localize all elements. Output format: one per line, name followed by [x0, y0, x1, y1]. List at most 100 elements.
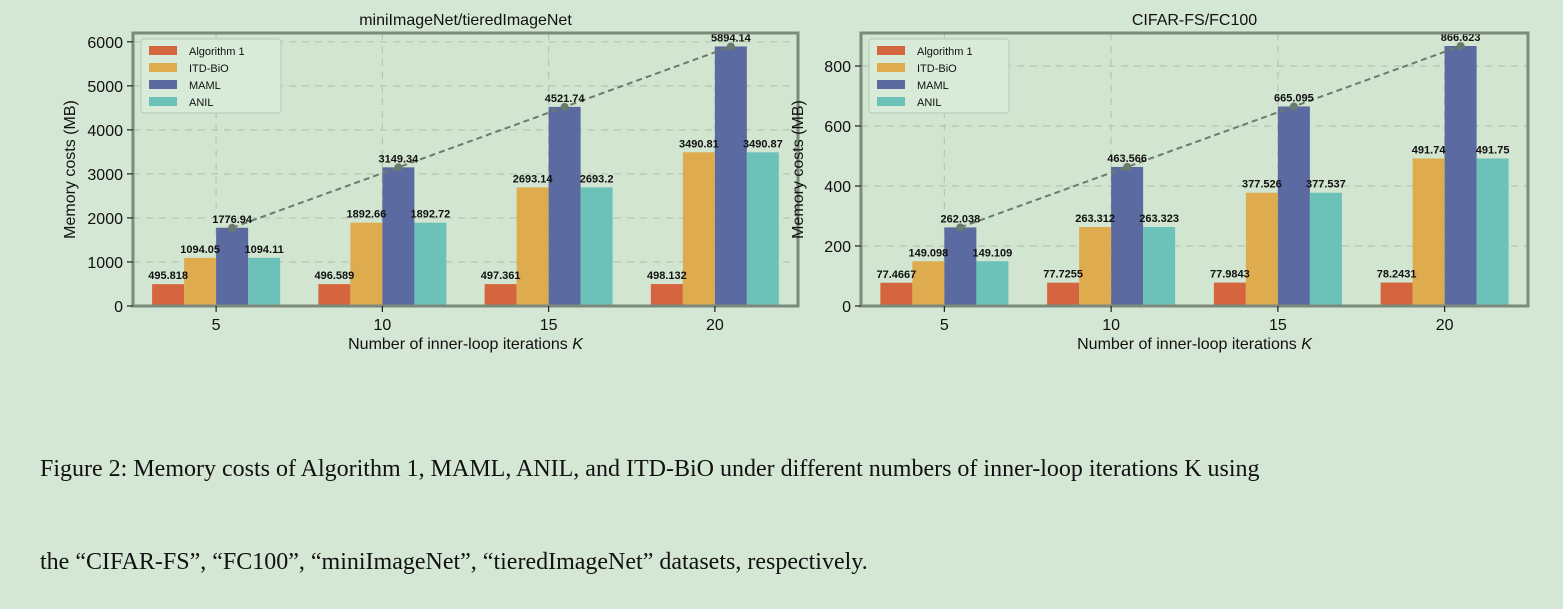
trend-point	[394, 163, 403, 172]
y-tick-label: 4000	[87, 123, 123, 140]
bar-anil	[1309, 192, 1342, 306]
trend-point	[1289, 102, 1298, 111]
legend-swatch-itd-bio	[877, 63, 905, 72]
legend-label-algorithm-1: Algorithm 1	[189, 46, 245, 58]
bar-itd-bio	[184, 257, 217, 306]
legend-label-algorithm-1: Algorithm 1	[917, 46, 973, 58]
data-label: 495.818	[148, 270, 188, 282]
data-label: 77.4667	[876, 269, 916, 281]
bar-itd-bio	[682, 152, 715, 306]
axes-frame	[859, 31, 1530, 308]
bar-maml	[714, 46, 747, 306]
data-label: 263.312	[1075, 213, 1115, 225]
data-label: 77.7255	[1043, 269, 1083, 281]
x-tick-label: 5	[940, 317, 949, 334]
x-axis-label: Number of inner-loop iterations K	[348, 336, 584, 353]
x-tick-label: 10	[1102, 317, 1120, 334]
bar-maml	[1444, 46, 1477, 307]
y-tick-label: 0	[842, 299, 851, 316]
figure-caption: Figure 2: Memory costs of Algorithm 1, M…	[40, 392, 1555, 609]
axes-frame	[131, 31, 800, 308]
bar-algorithm-1	[1047, 282, 1080, 306]
x-tick-label: 5	[212, 317, 221, 334]
legend: Algorithm 1 ITD-BiO MAML ANIL	[868, 38, 1010, 114]
legend-swatch-algorithm-1	[149, 46, 177, 55]
legend: Algorithm 1 ITD-BiO MAML ANIL	[140, 38, 282, 114]
data-label: 263.323	[1139, 213, 1179, 225]
legend-label-anil: ANIL	[189, 97, 213, 109]
trend-point	[726, 42, 735, 51]
caption-line-2: the “CIFAR-FS”, “FC100”, “miniImageNet”,…	[40, 549, 868, 575]
data-label: 3490.81	[679, 138, 719, 150]
data-label: 497.361	[481, 270, 521, 282]
legend-label-maml: MAML	[917, 80, 949, 92]
y-tick-label: 400	[824, 179, 851, 196]
bar-maml	[548, 106, 581, 306]
chart-1: 495.818 496.589 497.361 498.132 1094.05 1892.…	[62, 12, 800, 353]
legend-box	[140, 38, 282, 114]
bar-maml	[1277, 106, 1310, 306]
bar-algorithm-1	[152, 284, 185, 306]
y-tick-label: 3000	[87, 167, 123, 184]
bar-itd-bio	[1079, 227, 1112, 306]
bar-maml	[382, 167, 415, 306]
bar-itd-bio	[516, 187, 549, 306]
trend-point	[956, 223, 965, 232]
data-label: 3490.87	[743, 138, 783, 150]
x-tick-label: 15	[540, 317, 558, 334]
bar-maml	[1111, 166, 1144, 306]
x-tick-label: 20	[1436, 317, 1454, 334]
bar-algorithm-1	[318, 284, 351, 306]
data-label: 377.537	[1306, 179, 1346, 191]
bar-anil	[248, 257, 281, 306]
bar-anil	[580, 187, 613, 306]
trend-line	[231, 45, 732, 229]
bar-maml	[216, 227, 249, 306]
chart-title: CIFAR-FS/FC100	[1132, 12, 1257, 29]
trend-point	[228, 223, 237, 232]
bar-algorithm-1	[880, 282, 913, 306]
bar-itd-bio	[1412, 158, 1445, 306]
legend-swatch-maml	[149, 80, 177, 89]
bar-algorithm-1	[650, 284, 683, 306]
bar-itd-bio	[1245, 192, 1278, 306]
chart-2: 77.4667 77.7255 77.9843 78.2431 149.098 263.3…	[790, 12, 1530, 353]
data-label: 78.2431	[1377, 269, 1417, 281]
y-tick-label: 800	[824, 59, 851, 76]
trend-point	[1456, 42, 1465, 51]
bar-anil	[1476, 158, 1509, 306]
data-label: 2693.14	[513, 173, 554, 185]
data-label: 491.75	[1476, 144, 1510, 156]
data-label: 4521.74	[545, 93, 586, 105]
bar-itd-bio	[912, 261, 945, 306]
data-label: 1094.11	[245, 244, 284, 256]
legend-label-maml: MAML	[189, 80, 221, 92]
data-label: 1892.66	[346, 209, 386, 221]
legend-label-itd-bio: ITD-BiO	[917, 63, 957, 75]
data-label: 498.132	[647, 270, 687, 282]
y-tick-label: 2000	[87, 211, 123, 228]
data-label: 496.589	[314, 270, 354, 282]
bar-maml	[944, 227, 977, 306]
data-label: 1892.72	[410, 209, 450, 221]
x-tick-label: 20	[706, 317, 724, 334]
legend-swatch-algorithm-1	[877, 46, 905, 55]
legend-box	[868, 38, 1010, 114]
data-label: 262.038	[940, 213, 980, 225]
data-label: 77.9843	[1210, 269, 1250, 281]
data-label: 2693.2	[580, 173, 614, 185]
bar-anil	[1143, 227, 1176, 306]
y-tick-label: 5000	[87, 79, 123, 96]
y-tick-label: 1000	[87, 255, 123, 272]
x-axis-label: Number of inner-loop iterations K	[1077, 336, 1313, 353]
data-label: 3149.34	[378, 153, 419, 165]
bar-itd-bio	[350, 222, 383, 306]
bar-anil	[414, 222, 447, 306]
data-label: 491.74	[1412, 144, 1447, 156]
y-axis-label: Memory costs (MB)	[62, 100, 79, 239]
y-tick-label: 200	[824, 239, 851, 256]
figure-charts: 495.818 496.589 497.361 498.132 1094.05 1892.…	[62, 12, 1530, 353]
bar-algorithm-1	[484, 284, 517, 306]
bar-algorithm-1	[1380, 282, 1413, 306]
x-tick-label: 10	[373, 317, 391, 334]
